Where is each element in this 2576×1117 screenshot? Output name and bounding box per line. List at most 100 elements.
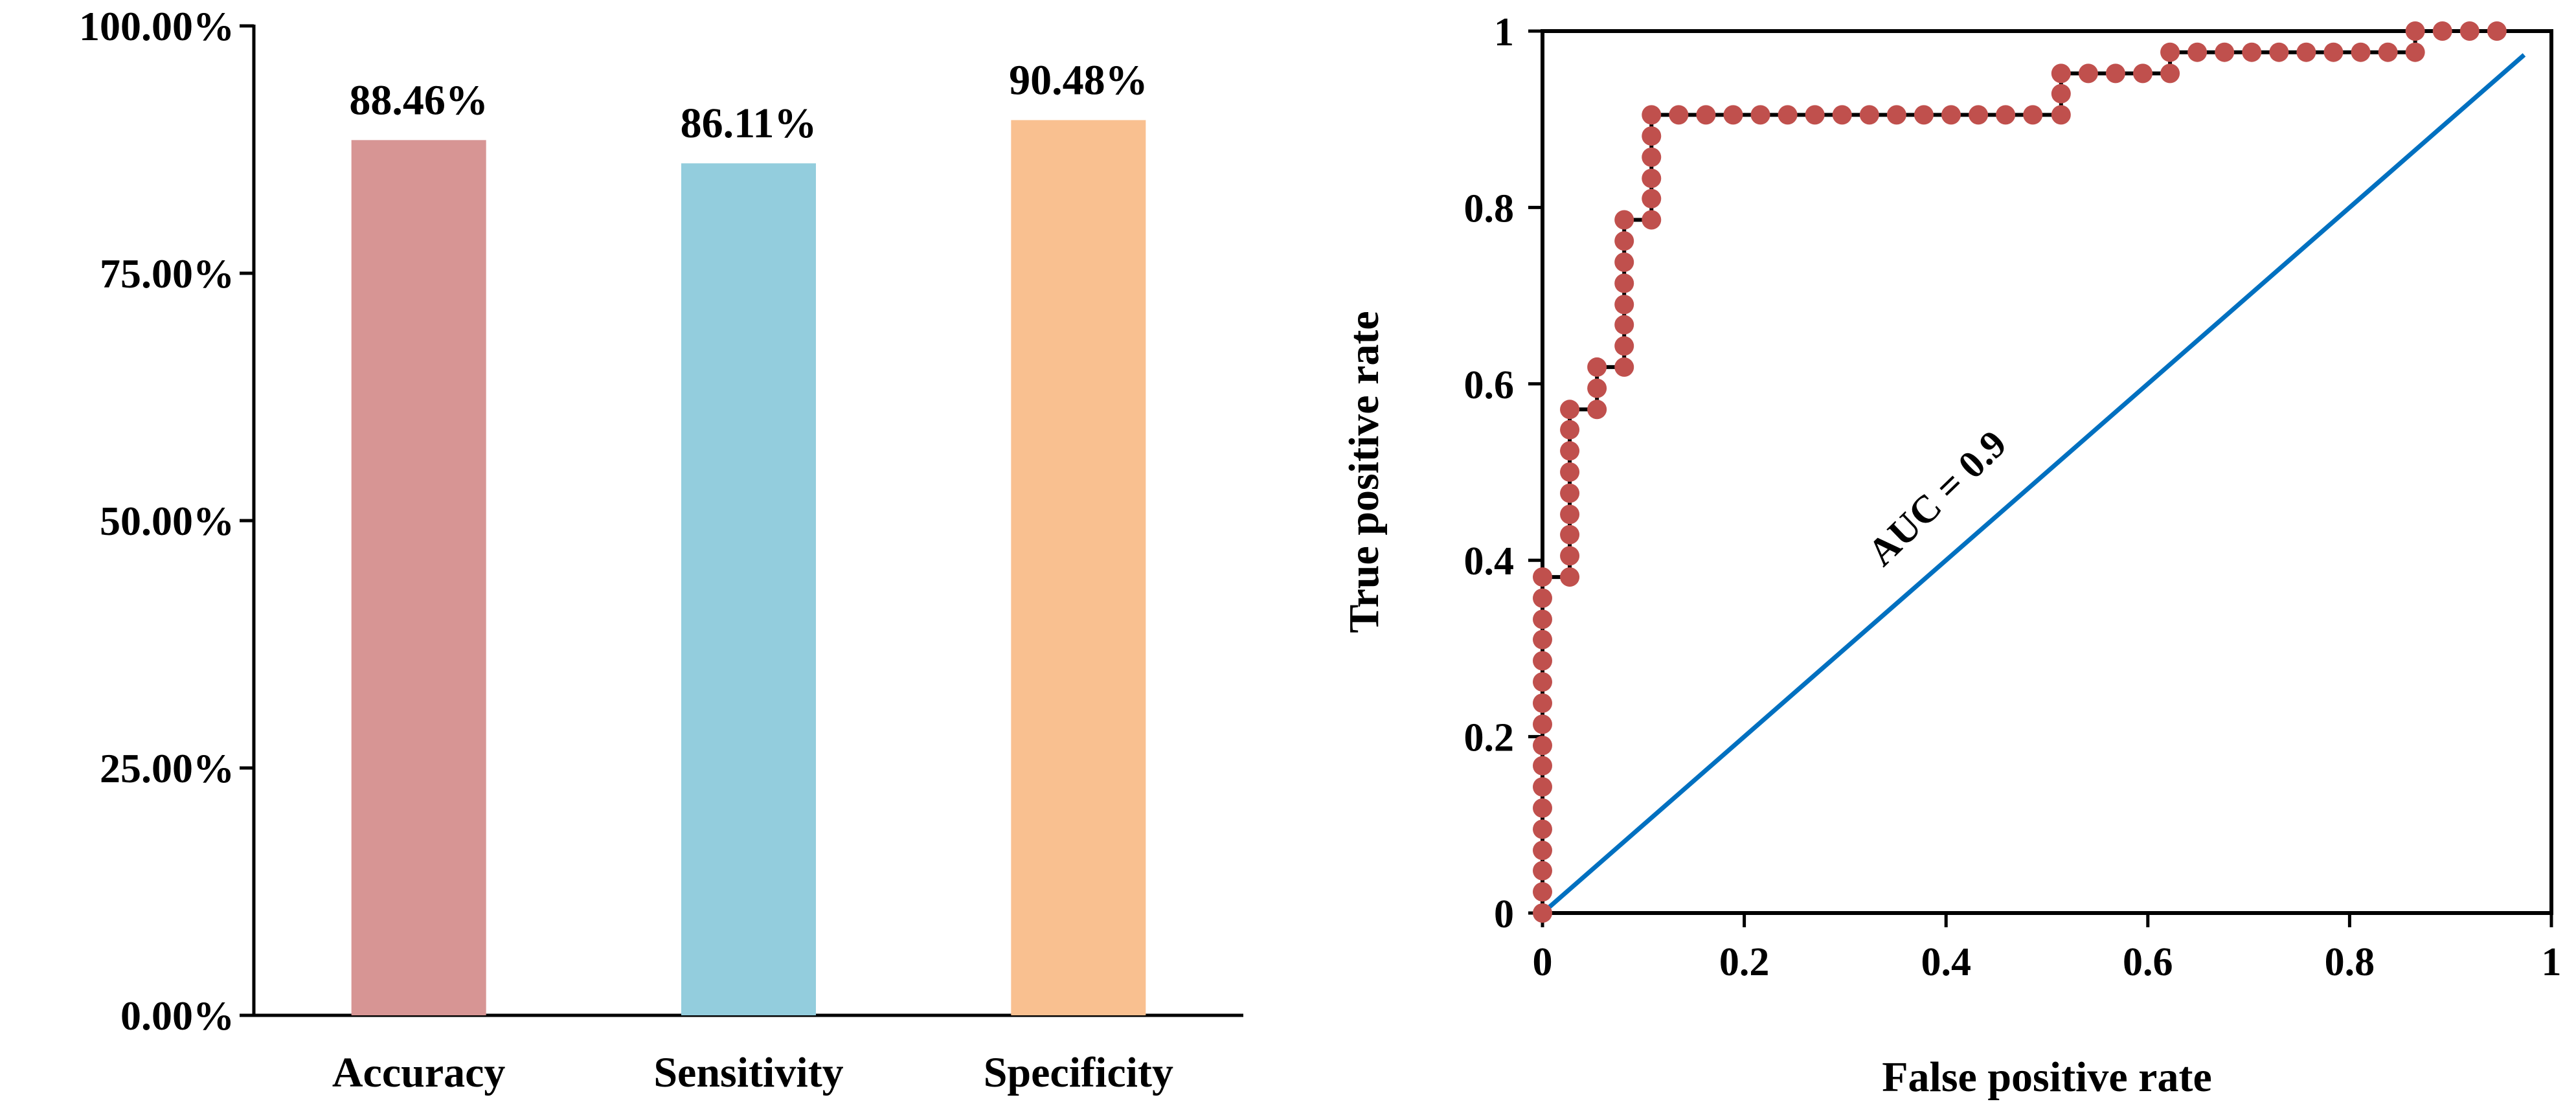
roc-point <box>1642 147 1662 167</box>
roc-x-tick-label: 0.2 <box>1719 940 1770 984</box>
roc-point <box>1859 105 1879 125</box>
roc-point <box>1886 105 1906 125</box>
bar-value-label: 88.46% <box>349 76 488 124</box>
bar-category-label: Sensitivity <box>653 1049 843 1096</box>
roc-point <box>2269 42 2289 62</box>
roc-point <box>1533 777 1552 797</box>
roc-y-axis-label: True positive rate <box>1340 311 1388 633</box>
roc-point <box>1560 504 1580 525</box>
roc-point <box>2051 63 2071 84</box>
roc-point <box>2459 21 2480 41</box>
roc-y-tick-label: 1 <box>1494 10 1514 54</box>
bar-specificity <box>1011 120 1146 1016</box>
roc-y-tick-label: 0.2 <box>1464 716 1515 760</box>
roc-point <box>1614 315 1634 335</box>
roc-point <box>1614 357 1634 377</box>
roc-point <box>1560 525 1580 545</box>
roc-point <box>1533 798 1552 818</box>
roc-point <box>1533 819 1552 839</box>
roc-point <box>2405 21 2425 41</box>
roc-x-ticks: 0 0.2 0.4 0.6 0.8 1 <box>1533 913 2562 984</box>
bar-y-tick-label: 100.00% <box>79 3 234 49</box>
roc-point <box>1941 105 1961 125</box>
roc-point <box>1642 105 1662 125</box>
roc-point <box>1533 672 1552 692</box>
roc-x-tick-label: 0 <box>1533 940 1553 984</box>
roc-point <box>2187 42 2208 62</box>
roc-point <box>2405 42 2425 62</box>
roc-point <box>2296 42 2316 62</box>
roc-point <box>1614 210 1634 230</box>
roc-x-tick-label: 0.6 <box>2123 940 2173 984</box>
bar-value-label: 90.48% <box>1009 56 1148 104</box>
roc-point <box>1533 756 1552 776</box>
roc-plot-frame <box>1541 29 2553 915</box>
bar-y-ticks: 0.00% 25.00% 50.00% 75.00% 100.00% <box>79 3 254 1039</box>
bar-category-label: Accuracy <box>332 1049 506 1096</box>
roc-y-ticks: 0 0.2 0.4 0.6 0.8 1 <box>1464 10 1542 936</box>
roc-point <box>2487 21 2507 41</box>
auc-annotation: AUC = 0.9 <box>1860 422 2015 574</box>
roc-point <box>1533 841 1552 861</box>
roc-point <box>1533 736 1552 756</box>
roc-point <box>2078 63 2098 84</box>
roc-y-tick-label: 0.6 <box>1464 363 1515 407</box>
bar-value-label: 86.11% <box>681 100 817 147</box>
roc-point <box>1560 400 1580 420</box>
roc-x-axis-label: False positive rate <box>1882 1054 2212 1101</box>
roc-point <box>1533 861 1552 881</box>
bar-y-tick-label: 0.00% <box>120 993 234 1039</box>
roc-point <box>1669 105 1689 125</box>
bar-sensitivity <box>681 163 816 1015</box>
roc-point <box>1996 105 2016 125</box>
roc-point <box>1533 629 1552 649</box>
roc-point <box>1560 462 1580 482</box>
roc-point <box>2351 42 2371 62</box>
roc-point <box>1614 231 1634 251</box>
bar-chart: 0.00% 25.00% 50.00% 75.00% 100.00% 88.46% 86.… <box>79 3 1243 1096</box>
roc-point <box>1560 567 1580 587</box>
bar-accuracy <box>351 140 486 1016</box>
roc-point <box>1560 483 1580 503</box>
roc-x-tick-label: 0.8 <box>2325 940 2375 984</box>
roc-point <box>1560 441 1580 461</box>
bar-category-label: Specificity <box>984 1049 1173 1096</box>
roc-point <box>1587 357 1607 377</box>
roc-point <box>1533 714 1552 734</box>
roc-chart: 0 0.2 0.4 0.6 0.8 1 00.20.40.60.81 AUC = 0.9 … <box>1340 10 2562 1101</box>
roc-point <box>1805 105 1825 125</box>
roc-point <box>2051 105 2071 125</box>
roc-point <box>1914 105 1934 125</box>
roc-point <box>1560 420 1580 440</box>
roc-point <box>1533 567 1552 587</box>
roc-point <box>2051 84 2071 104</box>
roc-x-tick-label: 0.4 <box>1921 940 1971 984</box>
roc-point <box>1642 126 1662 146</box>
roc-y-tick-label: 0.8 <box>1464 186 1515 231</box>
roc-point <box>1614 295 1634 315</box>
bar-x-labels: Accuracy Sensitivity Specificity <box>332 1049 1173 1096</box>
roc-point <box>2378 42 2398 62</box>
roc-point <box>1642 210 1662 230</box>
roc-point <box>1642 188 1662 209</box>
bar-y-tick-label: 75.00% <box>100 251 234 297</box>
roc-point <box>2215 42 2235 62</box>
roc-point <box>1969 105 1989 125</box>
roc-point <box>2432 21 2452 41</box>
roc-point <box>2160 42 2180 62</box>
roc-point <box>1642 168 1662 188</box>
roc-point <box>1778 105 1798 125</box>
roc-point <box>2160 63 2180 84</box>
roc-point <box>2105 63 2125 84</box>
roc-x-tick-label: 1 <box>2542 940 2562 984</box>
bars: 88.46% 86.11% 90.48% <box>349 56 1148 1016</box>
roc-point <box>1533 693 1552 713</box>
roc-point <box>1533 609 1552 629</box>
roc-point <box>1614 252 1634 272</box>
roc-point <box>1560 546 1580 566</box>
roc-point <box>1723 105 1743 125</box>
roc-point <box>2242 42 2262 62</box>
roc-point <box>2323 42 2344 62</box>
roc-point <box>2023 105 2043 125</box>
